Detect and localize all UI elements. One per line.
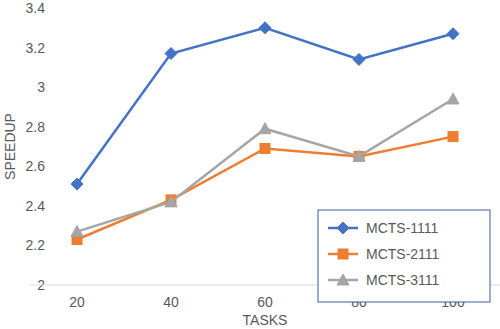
y-tick-label: 2.2: [26, 237, 46, 253]
x-axis-title: TASKS: [243, 312, 288, 328]
y-tick-label: 3.4: [26, 0, 46, 16]
series-marker: [165, 196, 177, 207]
series-marker: [71, 178, 83, 190]
series-line: [77, 28, 453, 184]
series-marker: [353, 150, 365, 161]
y-tick-label: 3.2: [26, 40, 46, 56]
y-tick-label: 2.4: [26, 198, 46, 214]
series-marker: [165, 48, 177, 60]
series-marker: [448, 132, 458, 142]
y-tick-label: 3: [37, 79, 45, 95]
series-marker: [71, 226, 83, 237]
x-tick-label: 40: [163, 294, 179, 310]
legend-label: MCTS-2111: [366, 246, 440, 262]
legend-marker: [337, 274, 349, 285]
legend: MCTS-1111 MCTS-2111 MCTS-3111: [318, 210, 490, 302]
series-marker: [353, 53, 365, 65]
chart-container: 22.22.42.62.833.23.420406080100TASKSSPEE…: [0, 0, 500, 329]
legend-box: [318, 210, 490, 302]
y-tick-label: 2.8: [26, 119, 46, 135]
x-tick-label: 60: [257, 294, 273, 310]
series-marker: [260, 143, 270, 153]
legend-marker: [337, 222, 349, 234]
chart-svg: 22.22.42.62.833.23.420406080100TASKSSPEE…: [0, 0, 500, 329]
legend-label: MCTS-1111: [366, 220, 439, 236]
series-marker: [447, 93, 459, 104]
y-tick-label: 2.6: [26, 158, 46, 174]
series-line: [77, 137, 453, 240]
x-tick-label: 20: [69, 294, 85, 310]
series-marker: [259, 123, 271, 134]
series-marker: [447, 28, 459, 40]
series-marker: [259, 22, 271, 34]
legend-marker: [338, 249, 348, 259]
y-axis-title: SPEEDUP: [2, 113, 18, 180]
legend-label: MCTS-3111: [366, 272, 440, 288]
